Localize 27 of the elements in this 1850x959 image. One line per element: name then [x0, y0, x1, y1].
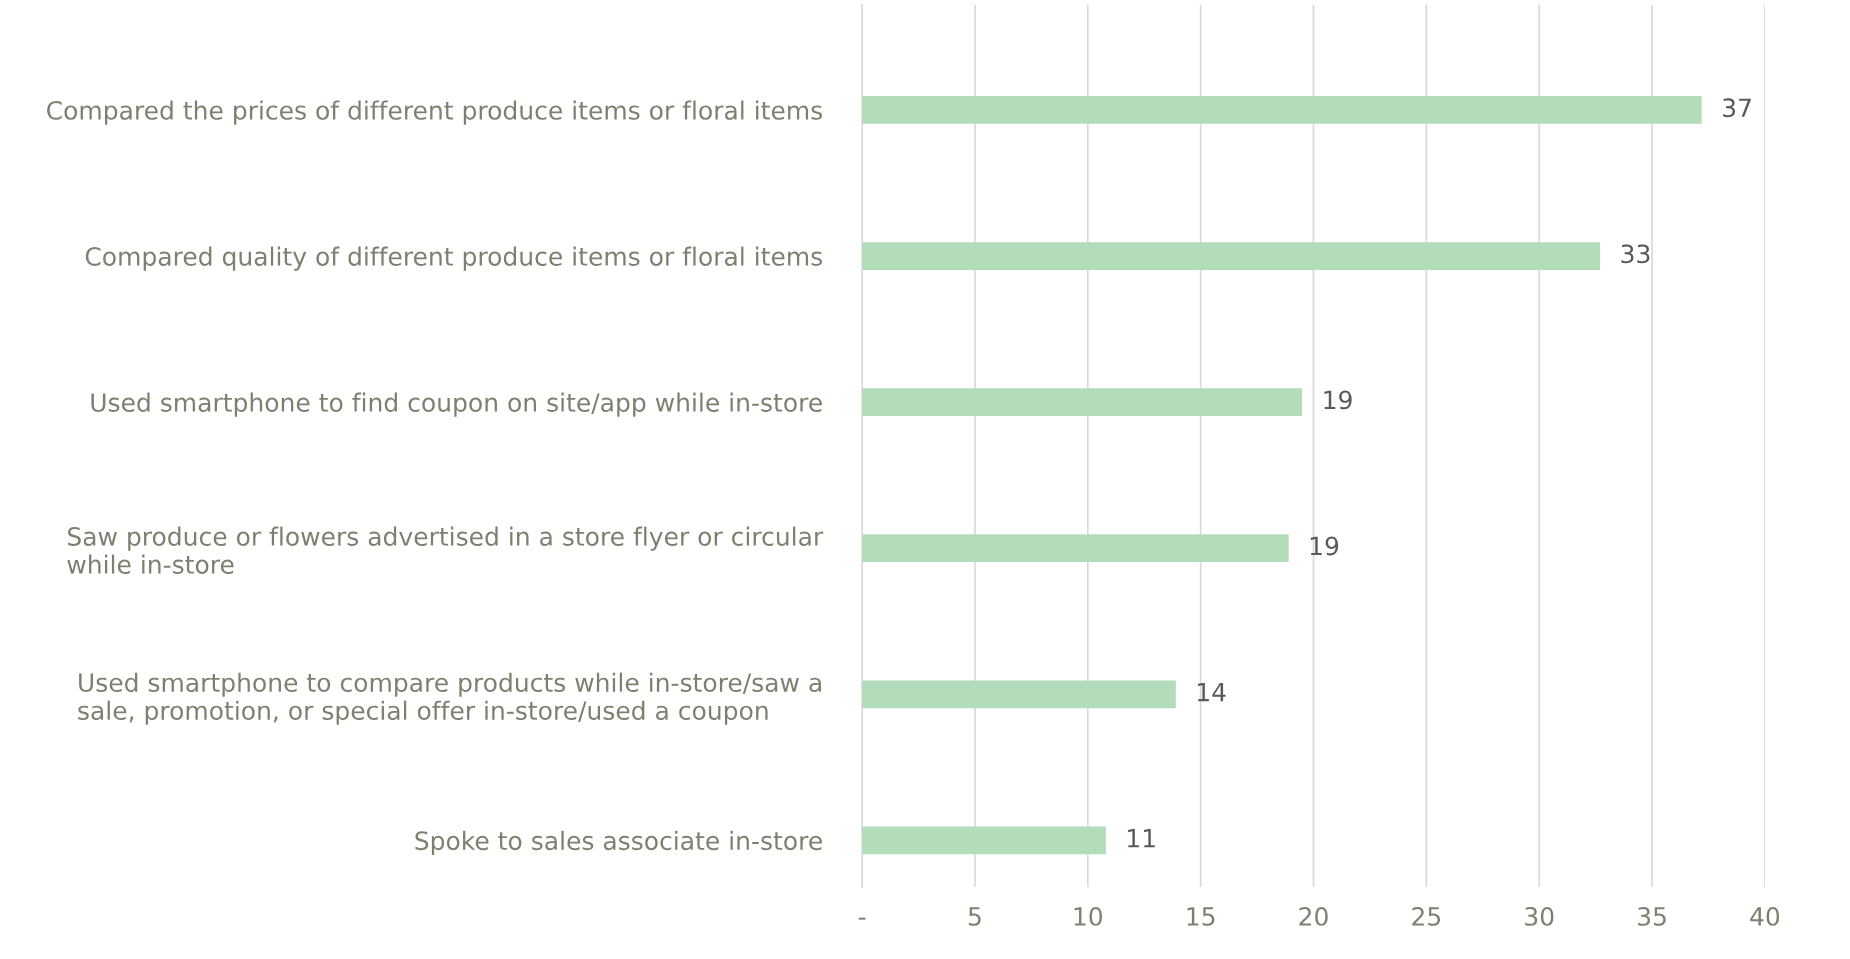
x-tick-label: 10 [1074, 906, 1103, 926]
y-tick-label: Compared the prices of different produce items or floral items [47, 100, 822, 125]
x-tick-label: 30 [1525, 906, 1554, 926]
x-tick-label: - [858, 917, 866, 920]
y-tick-label: Used smartphone to find coupon on site/app while in-store [91, 392, 822, 417]
data-label: 37 [1723, 98, 1751, 118]
bar [862, 826, 1106, 855]
y-tick-label: Spoke to sales associate in-store [415, 830, 822, 856]
data-label: 14 [1198, 682, 1226, 702]
data-label: 19 [1324, 390, 1352, 410]
x-tick-label: 15 [1187, 907, 1215, 926]
data-label: 11 [1128, 829, 1155, 848]
bar [862, 534, 1289, 563]
bar [862, 242, 1601, 270]
data-label: 19 [1310, 536, 1339, 556]
x-tick-label: 35 [1638, 906, 1666, 926]
bar [862, 96, 1702, 124]
y-tick-label: Saw produce or flowers advertised in a store flyer or circular while in-store [67, 526, 824, 574]
y-tick-label: Compared quality of different produce items or floral items [85, 246, 822, 271]
bar [862, 680, 1176, 709]
x-tick-label: 40 [1750, 906, 1780, 926]
x-tick-label: 25 [1412, 906, 1441, 926]
x-tick-label: 20 [1299, 906, 1328, 926]
bar [862, 388, 1303, 416]
data-label: 33 [1621, 244, 1650, 264]
x-tick-label: 5 [968, 907, 981, 926]
y-tick-label: Used smartphone to compare products while in-store/saw a sale, promotion, or special offer in-store/used a coupon [78, 672, 821, 725]
